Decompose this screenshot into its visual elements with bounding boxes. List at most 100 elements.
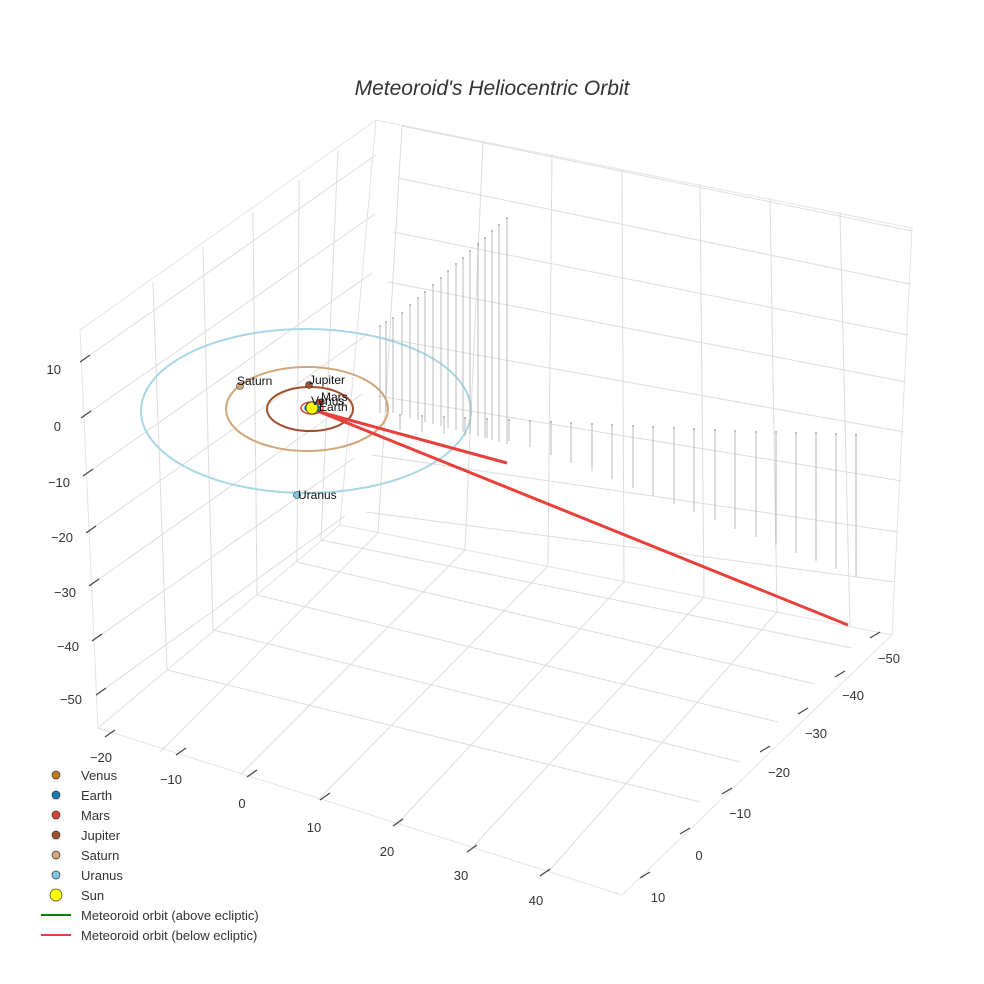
grid-line [91, 457, 355, 642]
legend-item[interactable]: Earth [51, 788, 112, 803]
tick-marks [79, 354, 881, 879]
grid-line [95, 515, 346, 696]
y-tick-label: −20 [768, 765, 790, 780]
drop-line-cap [399, 414, 401, 416]
axis-panes [79, 118, 913, 896]
legend-item[interactable]: Mars [51, 808, 110, 823]
saturn-marker [236, 382, 244, 390]
tick-mark [95, 687, 107, 696]
grid-line [202, 246, 214, 631]
chart-title: Meteoroid's Heliocentric Orbit [355, 77, 631, 100]
grid-line [152, 281, 168, 671]
grid-line [387, 281, 907, 383]
legend-item[interactable]: Venus [51, 768, 118, 783]
tick-mark [721, 787, 733, 795]
y-tick-label: −50 [878, 651, 900, 666]
saturn-label: Saturn [237, 374, 272, 388]
drop-line-cap [550, 421, 552, 423]
legend-label: Meteoroid orbit (below ecliptic) [81, 928, 257, 943]
saturn-orbit [225, 366, 389, 452]
drop-line-cap [529, 420, 531, 422]
x-tick-label: −10 [160, 772, 182, 787]
drop-line-cap [486, 418, 488, 420]
planet-labels: Saturn Jupiter Mars Venus Earth Uranus [237, 373, 348, 502]
legend-marker [51, 770, 61, 780]
y-tick-label: −40 [842, 688, 864, 703]
drop-line-cap [693, 428, 695, 430]
grid-lines [79, 125, 913, 873]
grid-line [395, 581, 625, 826]
drop-line-cap [652, 426, 654, 428]
legend-label: Sun [81, 888, 104, 903]
z-tick-label: −20 [51, 530, 73, 545]
legend-marker [49, 888, 63, 902]
drop-line-cap [484, 237, 486, 239]
drop-line-cap [447, 270, 449, 272]
x-tick-label: 0 [238, 796, 245, 811]
drop-line-cap [835, 433, 837, 435]
y-tick-label: 10 [651, 890, 665, 905]
x-tick-label: 40 [529, 893, 543, 908]
z-tick-label: −30 [54, 585, 76, 600]
x-tick-label: 20 [380, 844, 394, 859]
venus-label: Venus [311, 394, 344, 408]
drop-line-cap [401, 312, 403, 314]
x-axis-tick-labels: −20 −10 0 10 20 30 40 [90, 750, 543, 908]
floor-pane [96, 524, 894, 896]
meteoroid-drop-lines [379, 217, 857, 577]
drop-line-cap [570, 422, 572, 424]
x-tick-label: 10 [307, 820, 321, 835]
tick-mark [679, 827, 691, 835]
legend-item[interactable]: Meteoroid orbit (above ecliptic) [41, 908, 259, 923]
legend-marker [51, 810, 61, 820]
grid-line [79, 154, 377, 363]
legend-item[interactable]: Uranus [51, 868, 123, 883]
uranus-marker [293, 491, 301, 499]
legend-label: Mars [81, 808, 110, 823]
jupiter-marker [305, 381, 313, 389]
grid-line [365, 511, 896, 583]
drop-line-cap [506, 217, 508, 219]
drop-line-cap [469, 250, 471, 252]
grid-line [82, 272, 373, 477]
earth-label: Earth [319, 400, 348, 414]
grid-line [469, 596, 705, 851]
legend-marker [51, 790, 61, 800]
drop-line-cap [673, 427, 675, 429]
legend-item[interactable]: Meteoroid orbit (below ecliptic) [41, 928, 257, 943]
legend-item[interactable]: Saturn [51, 848, 119, 863]
tick-mark [104, 729, 116, 738]
legend-item[interactable]: Sun [49, 888, 104, 903]
meteoroid-orbit [319, 410, 849, 627]
y-tick-label: 0 [695, 848, 702, 863]
grid-line [166, 669, 701, 803]
legend-label: Meteoroid orbit (above ecliptic) [81, 908, 259, 923]
grid-line [252, 211, 258, 596]
meteoroid-orbit-below [319, 410, 849, 627]
drop-line-cap [815, 432, 817, 434]
grid-line [547, 611, 778, 873]
tick-mark [834, 670, 846, 678]
tick-mark [85, 525, 97, 534]
drop-line-cap [464, 417, 466, 419]
z-axis-tick-labels: 10 0 −10 −20 −30 −40 −50 [47, 362, 82, 707]
grid-line [397, 177, 911, 285]
drop-line-cap [755, 431, 757, 433]
tick-mark [88, 578, 100, 587]
drop-line-cap [775, 431, 777, 433]
legend-marker [51, 870, 61, 880]
y-tick-label: −10 [729, 806, 751, 821]
grid-line [296, 561, 816, 685]
tick-mark [797, 707, 809, 715]
grid-line [377, 395, 903, 482]
drop-line-cap [611, 424, 613, 426]
tick-mark [639, 871, 651, 879]
drop-line-cap [491, 230, 493, 232]
tick-mark [82, 468, 94, 477]
z-tick-label: 10 [47, 362, 61, 377]
drop-line-cap [424, 291, 426, 293]
uranus-label: Uranus [298, 488, 337, 502]
grid-line [464, 140, 484, 551]
legend-item[interactable]: Jupiter [51, 828, 121, 843]
